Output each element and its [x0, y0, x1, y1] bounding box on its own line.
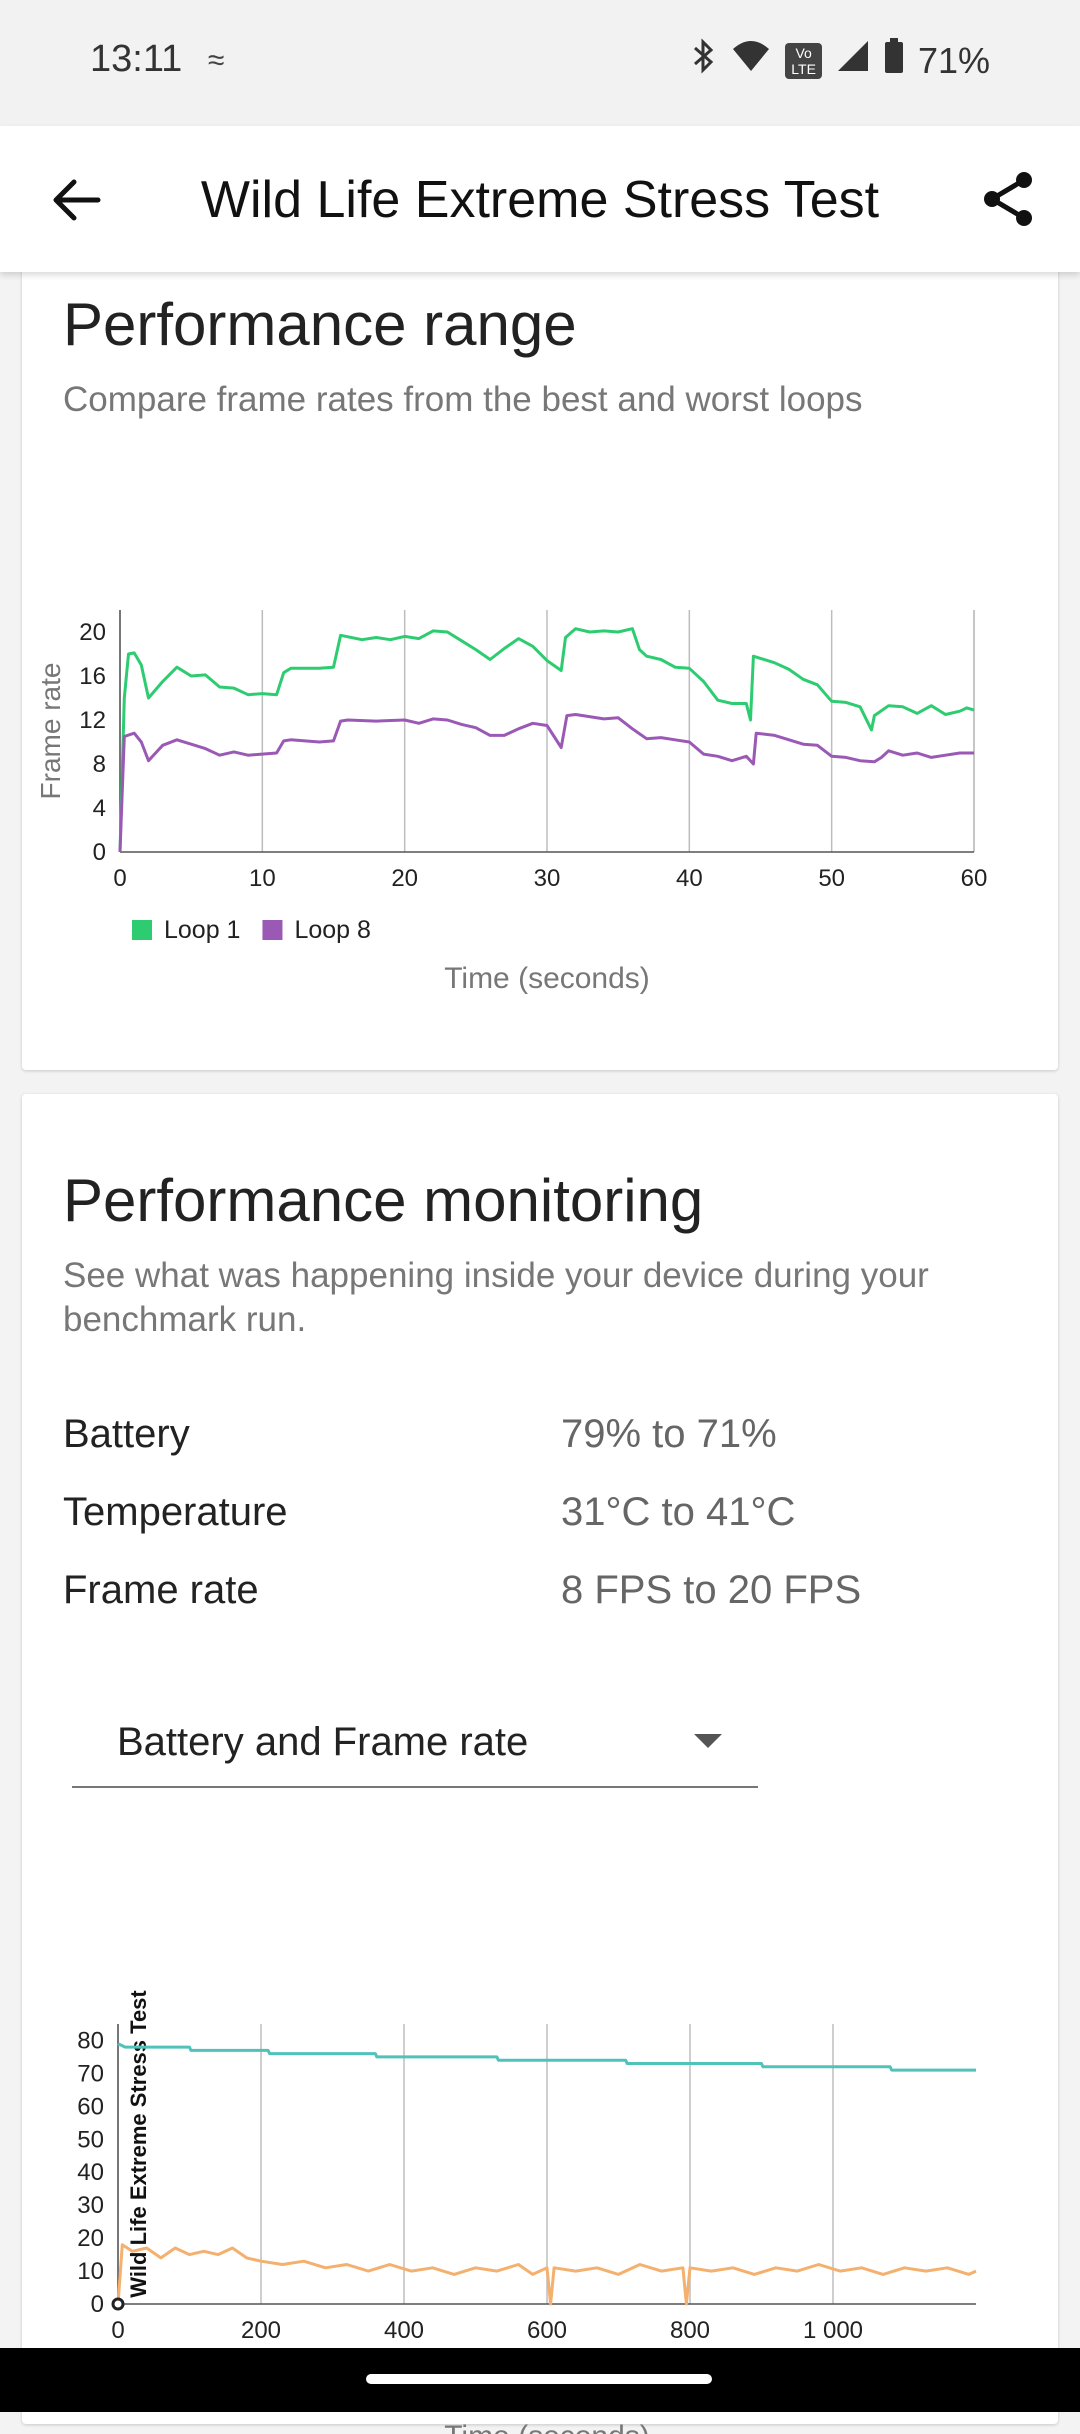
status-icons: Vo LTE 71%: [691, 38, 990, 83]
x-tick-label: 10: [249, 865, 276, 892]
stat-label: Battery: [63, 1412, 190, 1456]
signal-wave-icon: ≈: [208, 44, 225, 77]
performance-range-title: Performance range: [63, 291, 577, 358]
metric-dropdown[interactable]: Battery and Frame rate: [72, 1696, 758, 1788]
chart-grid: [119, 610, 975, 852]
x-tick-label: 50: [818, 865, 845, 892]
x-tick-label: 400: [384, 2317, 424, 2344]
volte-top-text: Vo: [795, 44, 812, 61]
y-tick-label: 0: [91, 2291, 104, 2318]
system-nav-bar: [0, 2348, 1080, 2412]
page-title: Wild Life Extreme Stress Test: [200, 171, 880, 229]
volte-bottom-text: LTE: [791, 60, 816, 77]
stat-label: Frame rate: [63, 1568, 259, 1612]
performance-monitoring-subtitle: See what was happening inside your devic…: [63, 1256, 929, 1339]
legend-label: Loop 8: [294, 916, 370, 944]
x-tick-label: 30: [534, 865, 561, 892]
legend-swatch: [262, 920, 283, 940]
frame-rate-chart: 0 10 20 30 40 50 60 0 4 8 12 16 20 Frame rate Time (se…: [35, 610, 987, 995]
x-tick-label: 20: [391, 865, 418, 892]
marker-point: [111, 2297, 125, 2311]
y-tick-label: 4: [93, 795, 106, 822]
bluetooth-icon: [691, 38, 717, 83]
chart-legend: Loop 1 Loop 8: [132, 916, 371, 944]
y-tick-label: 30: [77, 2192, 104, 2219]
cell-signal-icon: [836, 39, 870, 82]
y-tick-label: 60: [77, 2093, 104, 2120]
y-tick-label: 80: [77, 2027, 104, 2054]
stat-value: 31°C to 41°C: [561, 1490, 796, 1534]
performance-monitoring-card: Performance monitoring See what was happ…: [22, 1094, 1058, 2434]
stat-label: Temperature: [63, 1490, 288, 1534]
stat-value: 8 FPS to 20 FPS: [561, 1568, 862, 1612]
battery-percent: 71%: [917, 39, 990, 81]
status-time: 13:11: [90, 38, 183, 80]
caret-down-icon: [694, 1734, 722, 1748]
y-tick-label: 20: [77, 2225, 104, 2252]
performance-range-card: Performance range Compare frame rates fr…: [22, 250, 1058, 1070]
series-line: [118, 627, 975, 853]
y-tick-label: 8: [93, 751, 106, 778]
x-tick-label: 800: [670, 2317, 710, 2344]
performance-monitoring-title: Performance monitoring: [63, 1167, 704, 1234]
y-tick-label: 12: [79, 707, 106, 734]
x-axis-label: Time (seconds): [444, 2420, 650, 2434]
y-tick-label: 20: [79, 619, 106, 646]
x-tick-label: 0: [113, 865, 126, 892]
y-tick-label: 0: [93, 839, 106, 866]
app-bar: Wild Life Extreme Stress Test: [0, 126, 1080, 272]
wifi-icon: [731, 39, 771, 82]
chart-series: [111, 2042, 977, 2311]
legend-label: Loop 1: [164, 916, 240, 944]
y-tick-label: 50: [77, 2126, 104, 2153]
x-tick-label: 60: [961, 865, 988, 892]
x-axis-label: Time (seconds): [444, 962, 650, 995]
dropdown-selected-value: Battery and Frame rate: [117, 1720, 529, 1764]
chart-grid: [117, 2024, 834, 2304]
battery-icon: [884, 38, 904, 83]
share-icon: [984, 172, 1032, 226]
chart-axes: 0 10 20 30 40 50 60 0 4 8 12 16 20 Frame rate Time (se…: [35, 610, 987, 995]
x-tick-label: 600: [527, 2317, 567, 2344]
y-axis-label: Frame rate: [35, 663, 66, 800]
y-tick-label: 10: [77, 2258, 104, 2285]
series-line: [117, 2042, 976, 2072]
legend-swatch: [132, 920, 152, 940]
back-button[interactable]: [48, 170, 108, 230]
share-button[interactable]: [978, 168, 1040, 230]
y-tick-label: 70: [77, 2060, 104, 2087]
series-line: [116, 2243, 977, 2306]
x-tick-label: 1 000: [803, 2317, 863, 2344]
chart-series: [118, 627, 975, 853]
arrow-left-icon: [53, 179, 101, 221]
stat-value: 79% to 71%: [561, 1412, 777, 1456]
home-gesture-handle[interactable]: [366, 2374, 712, 2384]
performance-range-subtitle: Compare frame rates from the best and wo…: [63, 380, 863, 419]
y-tick-label: 40: [77, 2159, 104, 2186]
x-tick-label: 0: [111, 2317, 124, 2344]
marker-label: Wild Life Extreme Stress Test: [126, 1990, 151, 2298]
x-tick-label: 40: [676, 865, 703, 892]
series-line: [118, 713, 974, 853]
volte-icon: Vo LTE: [785, 42, 822, 79]
status-bar: 13:11 ≈ Vo LTE 71%: [0, 0, 1080, 126]
x-tick-label: 200: [241, 2317, 281, 2344]
y-tick-label: 16: [79, 663, 106, 690]
